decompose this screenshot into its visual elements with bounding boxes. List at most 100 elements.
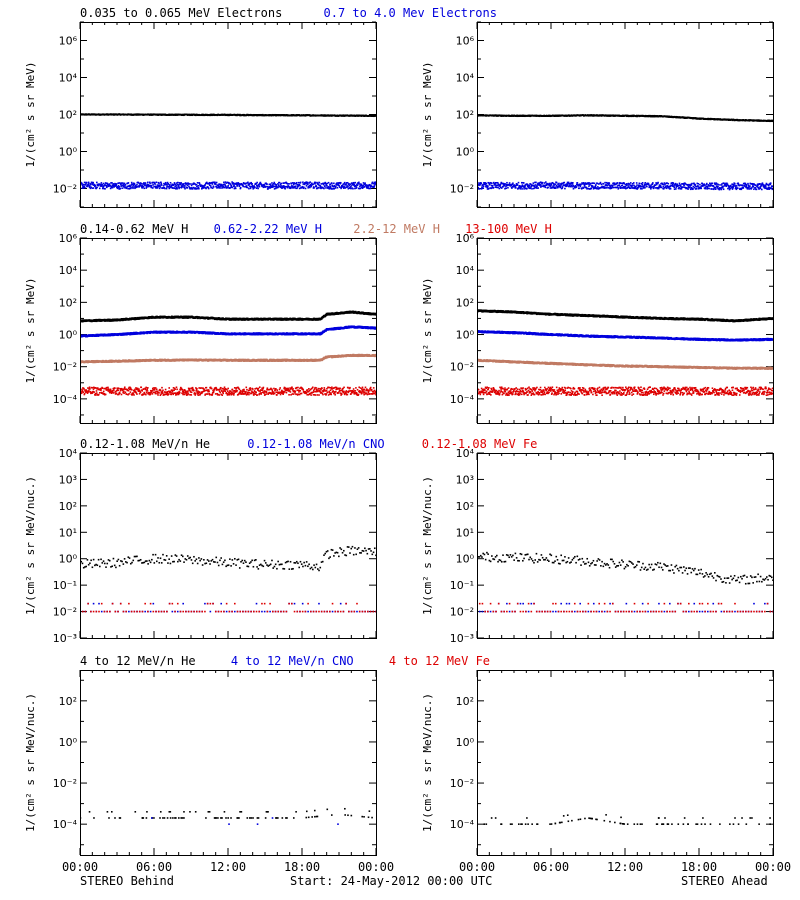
- data-point: [528, 184, 531, 187]
- data-point: [318, 181, 321, 184]
- y-tick-label: 10²: [59, 109, 77, 122]
- data-point: [103, 185, 105, 187]
- data-point: [497, 183, 500, 186]
- data-point: [672, 182, 675, 184]
- data-point: [257, 187, 259, 190]
- data-point: [82, 187, 85, 189]
- data-point: [342, 187, 345, 189]
- data-points: [80, 310, 376, 397]
- data-point: [92, 181, 94, 184]
- data-point: [262, 186, 265, 189]
- y-tick-label: 10⁻²: [450, 183, 474, 196]
- data-point: [209, 185, 212, 187]
- data-point: [718, 188, 721, 191]
- data-point: [690, 186, 693, 189]
- data-point: [82, 185, 84, 188]
- data-point: [606, 186, 608, 189]
- data-point: [356, 184, 359, 186]
- data-point: [478, 182, 481, 185]
- data-point: [642, 185, 644, 188]
- data-point: [662, 185, 665, 188]
- data-point: [580, 183, 582, 186]
- data-point: [769, 183, 772, 186]
- data-point: [693, 182, 695, 185]
- y-tick-label: 10⁰: [59, 329, 78, 342]
- data-point: [237, 182, 240, 184]
- data-point: [697, 183, 700, 185]
- data-point: [296, 187, 298, 190]
- data-point: [682, 183, 685, 186]
- data-point: [227, 185, 229, 187]
- data-point: [179, 182, 182, 185]
- data-point: [707, 184, 710, 186]
- data-point: [269, 183, 272, 185]
- y-tick-label: 10²: [59, 296, 77, 309]
- data-point: [555, 181, 558, 184]
- data-point: [197, 185, 200, 187]
- data-point: [629, 184, 631, 186]
- data-point: [490, 187, 492, 190]
- data-point: [709, 182, 711, 185]
- data-point: [369, 187, 372, 190]
- data-point: [338, 186, 341, 188]
- data-point: [282, 185, 284, 188]
- data-point: [248, 183, 251, 186]
- y-tick-label: 10⁻²: [53, 361, 77, 374]
- data-point: [713, 182, 716, 184]
- data-point: [110, 182, 112, 184]
- data-point: [117, 184, 120, 187]
- data-point: [539, 184, 541, 187]
- data-point: [212, 181, 214, 184]
- y-tick-label: 10⁻²: [53, 183, 77, 196]
- data-point: [291, 185, 293, 188]
- data-point: [756, 186, 758, 188]
- data-point: [625, 187, 627, 190]
- data-point: [167, 183, 170, 185]
- data-point: [540, 186, 542, 188]
- data-point: [607, 184, 609, 186]
- data-point: [266, 186, 269, 188]
- data-point: [610, 187, 613, 189]
- data-point: [641, 187, 643, 190]
- data-point: [480, 182, 483, 185]
- data-point: [725, 185, 728, 188]
- data-point: [695, 187, 698, 190]
- data-point: [551, 186, 553, 189]
- data-point: [484, 182, 487, 184]
- data-point: [212, 186, 215, 188]
- data-point: [309, 181, 311, 183]
- data-point: [200, 184, 203, 186]
- data-point: [708, 187, 710, 190]
- data-point: [84, 186, 86, 189]
- data-point: [101, 183, 104, 186]
- data-point: [203, 186, 206, 189]
- data-point: [159, 184, 161, 186]
- data-point: [680, 185, 682, 187]
- data-point: [314, 181, 317, 184]
- data-point: [354, 184, 357, 187]
- data-point: [701, 182, 704, 185]
- data-point: [88, 182, 90, 185]
- data-point: [202, 185, 204, 188]
- data-point: [97, 184, 100, 187]
- data-point: [141, 187, 144, 189]
- data-point: [119, 187, 121, 190]
- data-point: [307, 183, 309, 186]
- data-point: [295, 182, 298, 185]
- data-point: [725, 182, 727, 185]
- data-point: [302, 183, 305, 185]
- data-point: [165, 183, 168, 186]
- y-tick-label: 10⁰: [59, 146, 78, 159]
- y-axis-title: 1/(cm² s sr MeV): [24, 278, 37, 384]
- data-point: [705, 186, 707, 189]
- data-point: [250, 186, 252, 188]
- data-point: [152, 184, 154, 186]
- data-point: [626, 183, 628, 185]
- data-point: [130, 181, 133, 184]
- data-point: [234, 187, 237, 190]
- data-point: [120, 182, 123, 184]
- data-point: [675, 186, 677, 188]
- data-point: [368, 183, 371, 186]
- data-point: [526, 185, 529, 188]
- data-point: [696, 185, 699, 188]
